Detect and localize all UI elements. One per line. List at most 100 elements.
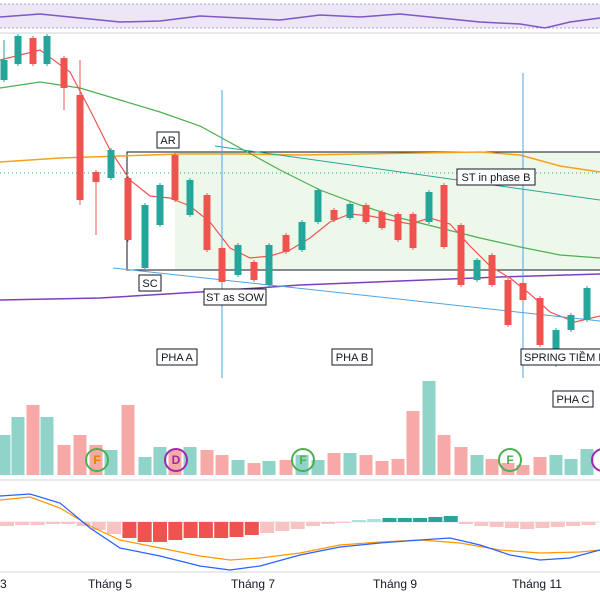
candle-body [0,60,8,80]
candle-body [346,204,354,218]
volume-bar [470,455,484,475]
candle-body [107,150,115,178]
volume-marker: F [93,453,100,467]
x-axis-label: 3 [0,577,7,591]
volume-bars [0,381,594,475]
candle-body [440,185,448,247]
macd-bar [91,522,106,530]
rsi-line [0,13,600,29]
candle-body [203,195,211,250]
volume-bar [391,459,405,475]
trend-line [112,267,600,322]
macd-bar [45,522,60,524]
annotation: PHA C [556,394,589,406]
macd-bar [382,518,397,522]
ma-green [0,81,600,259]
macd-bar [566,522,581,526]
candle-body [362,205,370,222]
candle-body [519,283,527,300]
macd-bar [489,522,504,527]
macd-bar [428,517,443,522]
macd-bar [290,522,305,529]
volume-bar [231,460,245,475]
macd-bar [520,522,535,529]
candles [0,34,591,367]
tag-box [138,274,162,292]
macd-bar [137,522,152,542]
rsi-band [0,4,600,28]
x-axis-label: Tháng 5 [88,577,132,591]
annotation: ST as SOW [206,292,264,304]
volume-bar [375,461,389,475]
ma-purple [0,273,600,301]
macd-bar [306,522,320,526]
volume-bar [138,457,152,475]
x-axis-label: Tháng 11 [512,577,562,591]
volume-bar [516,465,530,475]
trend-line [214,145,600,201]
volume-bar [262,461,276,475]
ma-red [0,49,600,323]
x-axis-label: Tháng 7 [231,577,275,591]
volume-bar [454,447,468,475]
candle-body [234,245,242,275]
macd-bar [581,522,596,525]
candle-body [156,185,164,225]
volume-bar [437,435,451,475]
volume-bar [279,460,293,475]
volume-bar [549,455,563,475]
macd-line [0,493,600,571]
volume-bar [343,453,357,475]
volume-bar [359,455,373,475]
candle-body [409,214,417,248]
macd-bar [535,522,550,528]
macd-bar [30,522,45,525]
macd-bar [260,522,275,533]
candle-body [92,172,100,182]
annotation: SC [142,278,157,290]
candle-body [282,235,290,252]
marker-circle [591,448,600,472]
candle-body [250,262,258,280]
volume-marker: F [299,453,306,467]
macd-bar [168,522,183,540]
macd-bar [443,516,458,522]
tag-box [456,168,536,186]
macd-bar [244,522,259,535]
candle-body [552,330,560,365]
candle-body [314,190,322,222]
macd-bar [336,522,351,523]
macd-bar [351,520,366,522]
macd-bar [229,522,244,537]
annotation: PHA A [161,352,193,364]
volume-bar [533,457,547,475]
macd-bar [550,522,565,527]
volume-bar [57,445,71,475]
tag-box [203,288,267,306]
annotation: PHA B [336,352,368,364]
macd-bar [122,522,137,538]
volume-bar [215,455,229,475]
volume-bar [121,405,135,475]
volume-bar [200,450,214,475]
candle-body [218,248,226,282]
volume-marker: F [506,453,513,467]
macd-histogram [0,516,596,542]
candle-body [265,245,273,285]
tag-box [552,390,594,408]
macd-bar [183,522,198,538]
candle-body [43,36,51,64]
volume-bar [168,450,182,475]
candle-body [394,214,402,240]
volume-bar [40,417,54,475]
candle-body [330,210,338,220]
x-axis-label: Tháng 9 [373,577,417,591]
macd-signal [0,496,600,561]
candle-body [567,315,575,330]
marker-circle [164,448,188,472]
macd-bar [61,522,76,524]
volume-bar [406,411,420,475]
macd-bar [198,522,213,538]
annotation: SPRING TIỀM N [524,351,600,364]
